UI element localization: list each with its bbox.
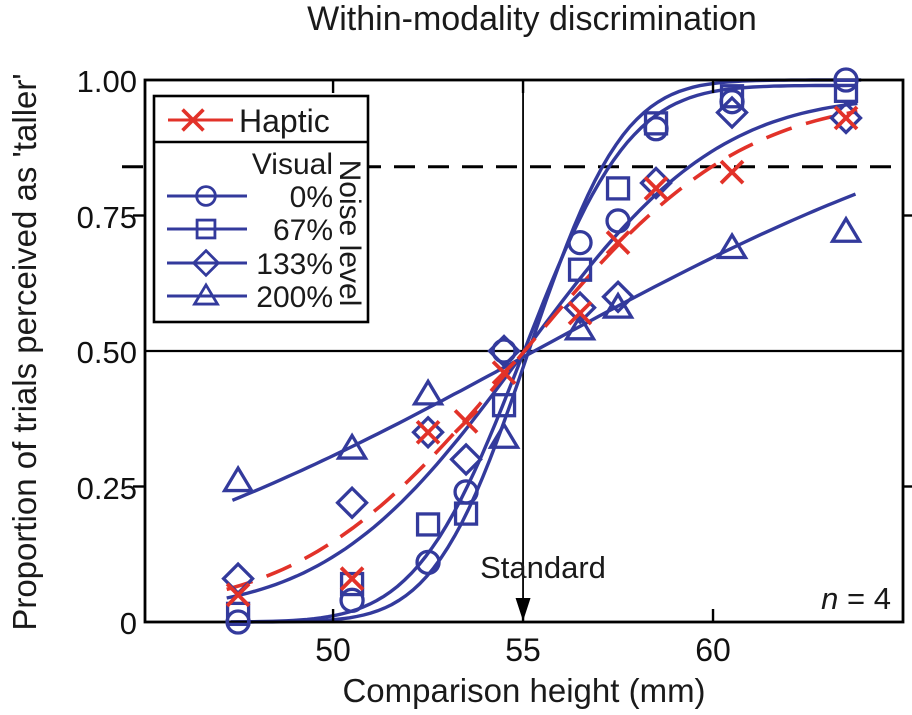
circle-marker bbox=[567, 229, 593, 256]
x-tick-label-60: 60 bbox=[695, 632, 731, 668]
square-marker bbox=[491, 393, 517, 418]
square-marker bbox=[195, 218, 217, 240]
legend-box bbox=[152, 94, 370, 324]
x-marker bbox=[643, 176, 669, 201]
square-marker bbox=[567, 257, 593, 282]
triangle-marker bbox=[221, 464, 255, 493]
diamond-marker bbox=[449, 442, 483, 477]
triangle-marker bbox=[563, 313, 597, 341]
x-marker bbox=[339, 566, 365, 591]
triangle-marker bbox=[829, 215, 863, 243]
square-marker bbox=[339, 571, 365, 597]
square-marker bbox=[225, 601, 251, 627]
x-marker bbox=[833, 105, 859, 131]
legend-item-133pct: 133% bbox=[256, 248, 333, 281]
diamond-marker bbox=[191, 248, 221, 278]
y-tick-label-1.00: 1.00 bbox=[76, 64, 137, 99]
x-tick-label-50: 50 bbox=[315, 632, 351, 668]
chart-title: Within-modality discrimination bbox=[307, 0, 757, 38]
fit-curve-133pct bbox=[226, 101, 858, 600]
triangle-marker bbox=[715, 231, 749, 260]
x-marker bbox=[719, 159, 745, 185]
diamond-marker bbox=[411, 415, 445, 450]
y-axis-label: Proportion of trials perceived as 'talle… bbox=[6, 73, 43, 631]
legend-haptic-label: Haptic bbox=[239, 103, 330, 139]
standard-annotation: Standard bbox=[480, 550, 606, 585]
x-marker bbox=[415, 419, 441, 445]
legend-noise-level-label: Noise level bbox=[333, 159, 366, 307]
square-marker bbox=[605, 176, 631, 201]
circle-marker bbox=[195, 185, 217, 207]
x-axis-label: Comparison height (mm) bbox=[342, 672, 706, 709]
n-annotation: n = 4 bbox=[821, 581, 891, 617]
x-marker bbox=[225, 582, 251, 608]
fit-curve-200pct bbox=[231, 192, 857, 502]
n-annotation-symbol: n bbox=[821, 581, 839, 616]
circle-marker bbox=[605, 208, 631, 234]
triangle-marker bbox=[335, 432, 369, 460]
legend-item-0pct: 0% bbox=[289, 181, 333, 214]
circle-marker bbox=[643, 116, 669, 142]
x-marker bbox=[605, 230, 631, 255]
x-marker bbox=[181, 108, 205, 132]
diamond-marker bbox=[829, 101, 863, 135]
diamond-marker bbox=[335, 485, 369, 520]
circle-marker bbox=[719, 89, 745, 115]
legend-item-67pct: 67% bbox=[272, 214, 333, 247]
circle-marker bbox=[491, 338, 517, 364]
square-marker bbox=[453, 501, 479, 526]
triangle-marker bbox=[601, 291, 635, 319]
legend-item-200pct: 200% bbox=[256, 281, 333, 314]
triangle-marker bbox=[487, 421, 521, 449]
n-annotation-value: = 4 bbox=[838, 581, 891, 616]
y-tick-label-0.25: 0.25 bbox=[76, 471, 137, 506]
x-marker bbox=[567, 300, 593, 326]
fit-curve-67pct bbox=[230, 83, 858, 624]
diamond-marker bbox=[601, 279, 635, 314]
y-tick-label-0.50: 0.50 bbox=[76, 335, 137, 370]
diamond-marker bbox=[715, 95, 749, 130]
x-marker bbox=[453, 409, 479, 434]
circle-marker bbox=[415, 549, 441, 576]
square-marker bbox=[415, 512, 441, 537]
legend-visual-label: Visual bbox=[251, 148, 333, 181]
fit-curve-Haptic bbox=[226, 109, 858, 592]
diamond-marker bbox=[487, 334, 521, 368]
triangle-marker bbox=[192, 282, 220, 306]
x-tick-label-55: 55 bbox=[505, 632, 541, 668]
y-tick-label-0: 0 bbox=[119, 606, 137, 641]
y-tick-label-0.75: 0.75 bbox=[76, 200, 137, 235]
circle-marker bbox=[339, 587, 365, 613]
x-marker bbox=[491, 360, 517, 386]
square-marker bbox=[643, 111, 669, 136]
triangle-marker bbox=[411, 378, 445, 406]
square-marker bbox=[719, 84, 745, 109]
